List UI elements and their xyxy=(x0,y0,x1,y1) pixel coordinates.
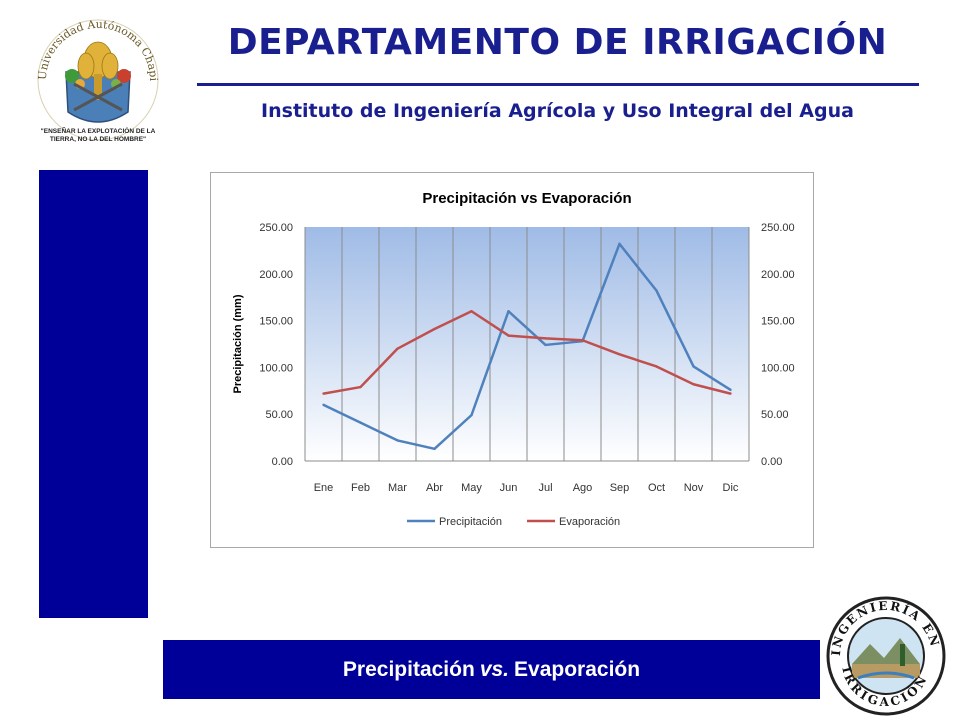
y-tick-label: 200.00 xyxy=(259,269,293,281)
footer-part-3: Evaporación xyxy=(514,657,641,681)
x-tick-label: Mar xyxy=(388,482,407,494)
data-point xyxy=(322,392,325,395)
data-point xyxy=(692,383,695,386)
data-point xyxy=(470,413,473,417)
x-tick-label: Ago xyxy=(573,482,593,494)
y-tick-label: 0.00 xyxy=(272,456,293,468)
page-subtitle: Instituto de Ingeniería Agrícola y Uso I… xyxy=(261,100,854,122)
x-tick-label: May xyxy=(461,482,482,494)
data-point xyxy=(507,334,510,337)
y2-tick-label: 200.00 xyxy=(761,269,795,281)
chapingo-logo: Universidad Autónoma Chapingo xyxy=(28,14,160,141)
data-point xyxy=(581,339,584,342)
side-bar xyxy=(39,170,148,618)
data-point xyxy=(322,403,325,407)
data-point xyxy=(433,327,436,331)
legend-label: Evaporación xyxy=(559,516,620,528)
y-tick-label: 50.00 xyxy=(265,409,293,421)
title-divider xyxy=(197,83,919,86)
irrigacion-logo: INGENIERÍA EN IRRIGACIÓN xyxy=(826,596,946,716)
data-point xyxy=(359,385,362,389)
page-title: DEPARTAMENTO DE IRRIGACIÓN xyxy=(227,22,888,63)
x-tick-label: Sep xyxy=(610,482,630,494)
x-tick-label: Jul xyxy=(538,482,552,494)
x-tick-label: Ene xyxy=(314,482,334,494)
y-axis-label: Precipitación (mm) xyxy=(232,294,244,393)
chart-frame: Precipitación vs Evaporación 0.00 50.00 100… xyxy=(210,172,814,548)
x-tick-label: Abr xyxy=(426,482,443,494)
x-tick-label: Oct xyxy=(648,482,665,494)
y-tick-label: 250.00 xyxy=(259,222,293,234)
data-point xyxy=(433,447,436,451)
data-point xyxy=(544,337,547,340)
chart-svg: Precipitación vs Evaporación 0.00 50.00 100… xyxy=(232,190,795,528)
y-tick-label: 150.00 xyxy=(259,316,293,328)
y-tick-label: 100.00 xyxy=(259,362,293,374)
data-point xyxy=(470,310,473,313)
logo-motto: "ENSEÑAR LA EXPLOTACIÓN DE LA TIERRA, NO… xyxy=(40,128,156,143)
y2-tick-label: 50.00 xyxy=(761,409,789,421)
x-tick-label: Jun xyxy=(500,482,518,494)
x-tick-label: Feb xyxy=(351,482,370,494)
data-point xyxy=(396,439,399,442)
x-tick-label: Dic xyxy=(723,482,739,494)
series-line-evaporacion xyxy=(323,309,731,395)
data-point xyxy=(396,347,399,350)
y2-tick-label: 250.00 xyxy=(761,222,795,234)
data-point xyxy=(655,365,658,368)
footer-part-1: Precipitación xyxy=(342,657,475,681)
y2-tick-label: 0.00 xyxy=(761,456,782,468)
legend-label: Precipitación xyxy=(439,516,502,528)
y2-tick-label: 150.00 xyxy=(761,316,795,328)
data-point xyxy=(655,289,658,292)
data-point xyxy=(618,242,621,246)
data-point xyxy=(729,388,732,392)
series-line-precipitacion xyxy=(322,242,732,451)
x-tick-label: Nov xyxy=(684,482,704,494)
chart-title: Precipitación vs Evaporación xyxy=(422,190,631,207)
footer-vs: vs. xyxy=(479,657,510,681)
data-point xyxy=(359,421,362,424)
data-point xyxy=(507,310,510,313)
data-point xyxy=(544,343,547,347)
data-point xyxy=(729,392,732,395)
footer-bar: Precipitación vs. Evaporación xyxy=(163,640,820,699)
y2-tick-label: 100.00 xyxy=(761,362,795,374)
data-point xyxy=(692,365,695,368)
data-point xyxy=(618,353,621,356)
